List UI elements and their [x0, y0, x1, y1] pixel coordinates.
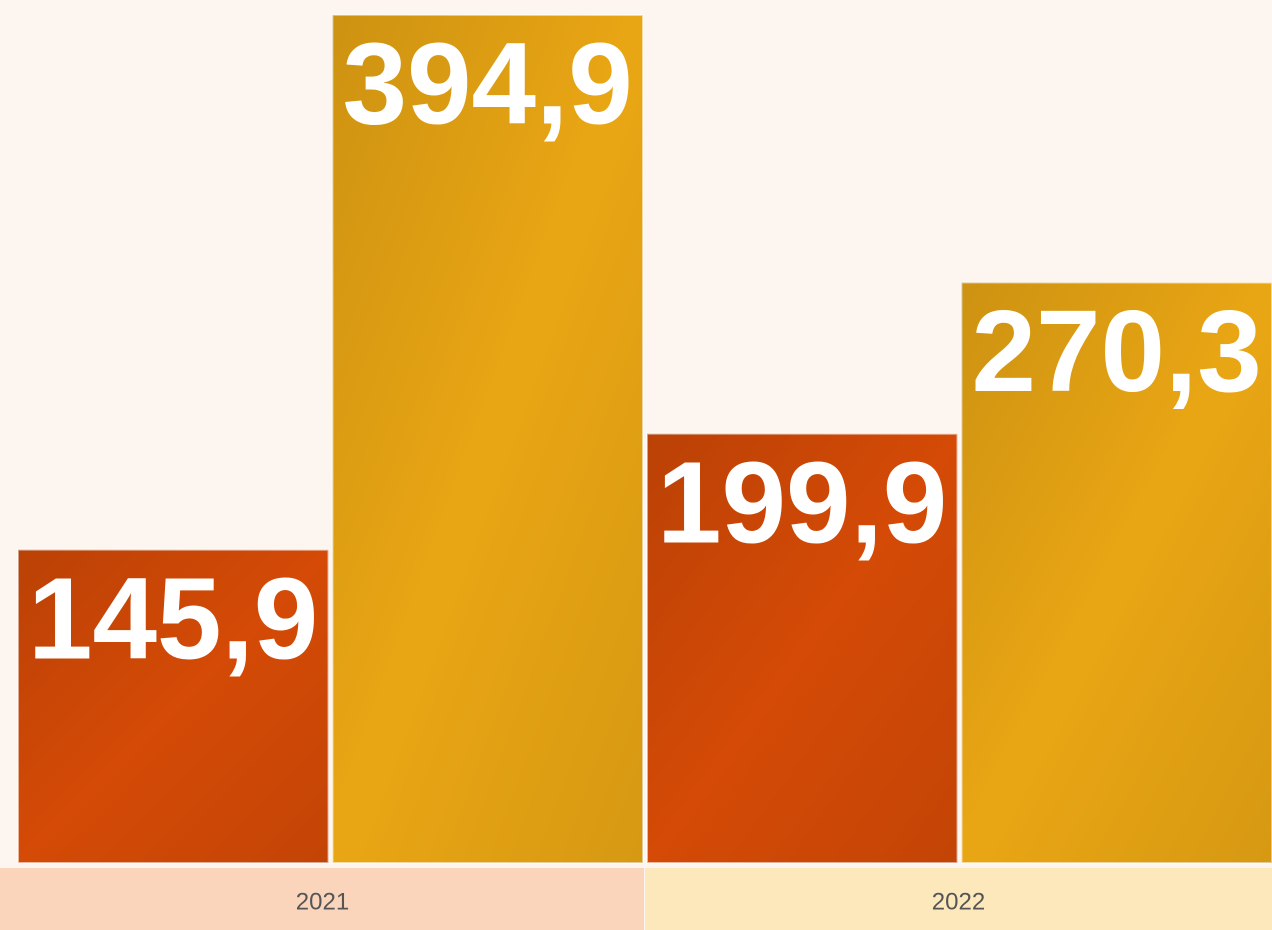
bar-shade	[332, 14, 643, 863]
category-band	[645, 868, 1272, 930]
category-band	[0, 868, 644, 930]
x-tick-label: 2021	[296, 888, 349, 915]
value-label: 270,3	[972, 286, 1262, 416]
x-tick-label: 2022	[932, 888, 985, 915]
value-label: 145,9	[28, 553, 318, 683]
bar-shade	[18, 549, 329, 863]
value-label: 199,9	[657, 437, 947, 567]
value-label: 394,9	[343, 19, 633, 149]
bar-shade	[961, 282, 1272, 863]
bar-shade	[647, 433, 958, 863]
